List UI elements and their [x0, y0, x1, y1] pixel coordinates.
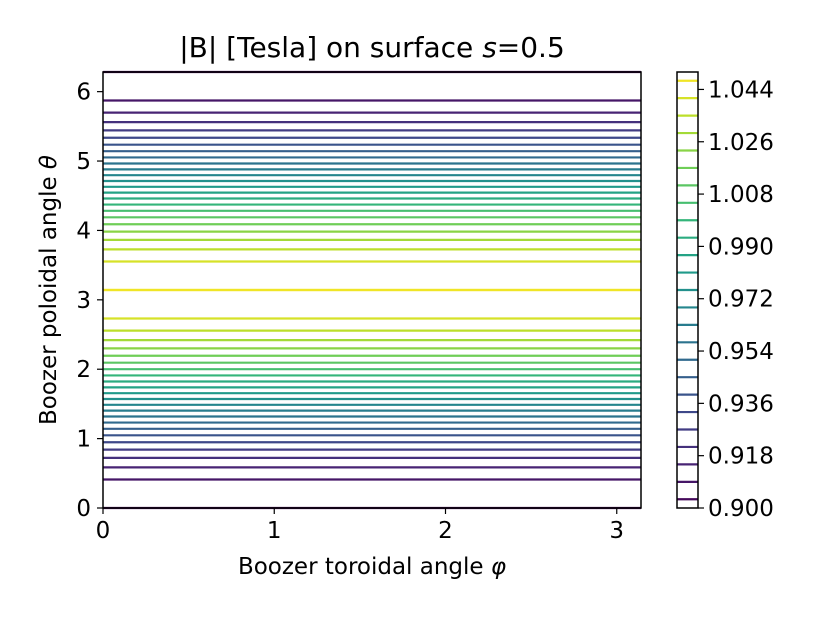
- y-tick-label: 1: [76, 427, 91, 453]
- x-tick-label: 1: [267, 518, 282, 544]
- colorbar-tick-label: 0.990: [708, 234, 774, 260]
- colorbar-tick-label: 0.954: [708, 339, 774, 365]
- x-axis-label: Boozer toroidal angle φ: [238, 554, 506, 580]
- colorbar-tick-label: 0.936: [708, 391, 774, 417]
- colorbar-tick-label: 1.044: [708, 77, 774, 103]
- colorbar-tick-label: 0.900: [708, 496, 774, 522]
- y-axis-ticks: 0 1 2 3 4 5 6: [76, 80, 103, 522]
- colorbar-tick-label: 0.972: [708, 287, 774, 313]
- title-variable: s: [482, 31, 497, 64]
- x-tick-label: 2: [438, 518, 453, 544]
- colorbar-tick-label: 1.008: [708, 182, 774, 208]
- y-axis-symbol: θ: [36, 155, 62, 169]
- y-tick-label: 5: [76, 149, 91, 175]
- title-text: |B| [Tesla] on surface: [179, 31, 482, 64]
- chart-title: |B| [Tesla] on surface s=0.5: [179, 31, 565, 64]
- title-value: =0.5: [497, 31, 565, 64]
- colorbar-frame: [676, 71, 699, 509]
- contour-lines: [103, 70, 641, 510]
- y-tick-label: 0: [76, 496, 91, 522]
- colorbar-tick-label: 0.918: [708, 444, 774, 470]
- plot-frame: [102, 71, 642, 509]
- x-axis-ticks: 0 1 2 3: [96, 508, 624, 544]
- x-axis-symbol: φ: [491, 554, 506, 580]
- x-axis-label-text: Boozer toroidal angle: [238, 554, 491, 580]
- y-tick-label: 6: [76, 80, 91, 106]
- colorbar-ticks: 0.900 0.918 0.936 0.954 0.972 0.990 1.008 1.026…: [698, 77, 774, 522]
- y-tick-label: 3: [76, 288, 91, 314]
- y-axis-label: Boozer poloidal angle θ: [36, 155, 62, 425]
- colorbar-tick-label: 1.026: [708, 130, 774, 156]
- colorbar: [677, 79, 698, 501]
- y-axis-label-text: Boozer poloidal angle: [36, 169, 62, 425]
- y-tick-label: 2: [76, 357, 91, 383]
- y-tick-label: 4: [76, 218, 91, 244]
- x-tick-label: 3: [609, 518, 624, 544]
- x-tick-label: 0: [96, 518, 111, 544]
